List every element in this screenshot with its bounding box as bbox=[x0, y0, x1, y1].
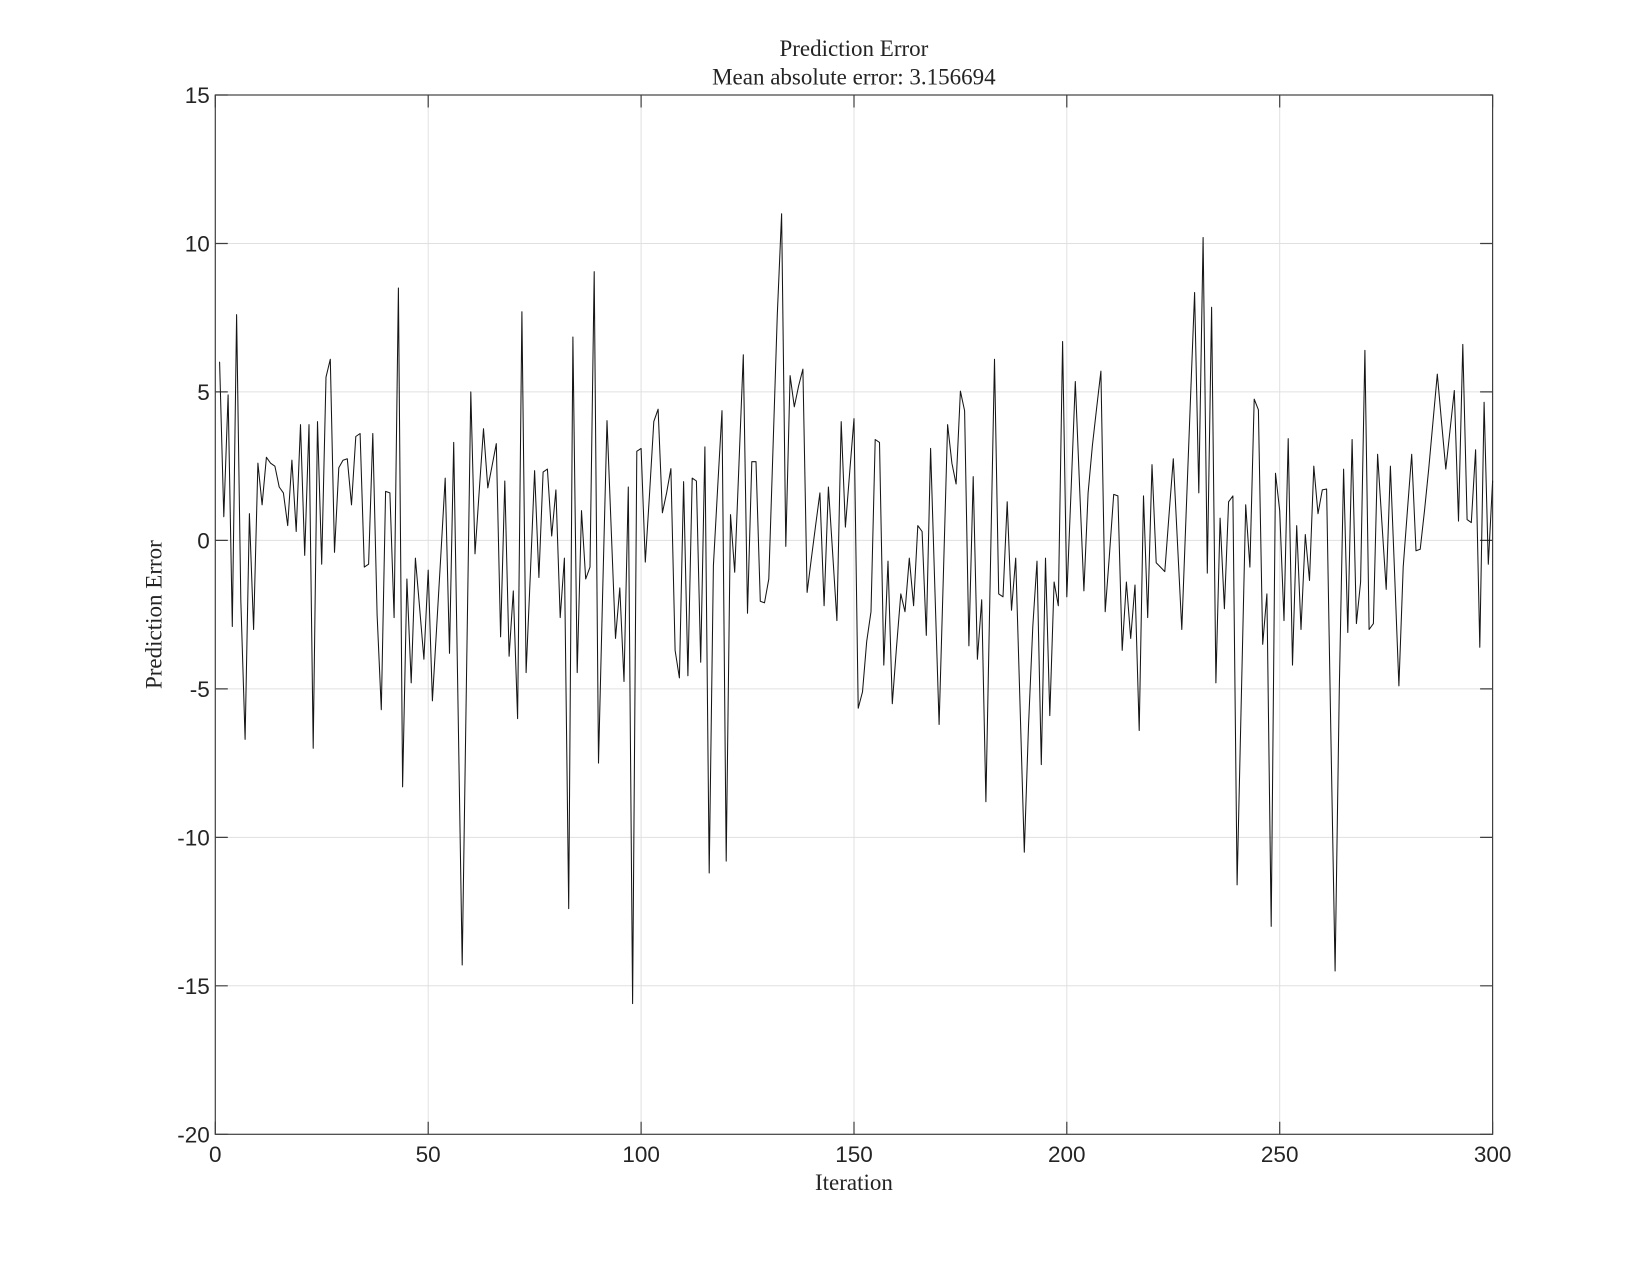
svg-text:Iteration: Iteration bbox=[815, 1170, 893, 1195]
svg-text:200: 200 bbox=[1048, 1142, 1086, 1167]
svg-text:Prediction Error: Prediction Error bbox=[779, 36, 928, 61]
svg-text:-20: -20 bbox=[177, 1122, 210, 1147]
svg-text:50: 50 bbox=[416, 1142, 441, 1167]
svg-text:-10: -10 bbox=[177, 825, 210, 850]
svg-text:15: 15 bbox=[185, 83, 210, 108]
svg-text:Prediction Error: Prediction Error bbox=[142, 540, 167, 689]
svg-text:150: 150 bbox=[835, 1142, 873, 1167]
svg-text:10: 10 bbox=[185, 232, 210, 257]
svg-text:-15: -15 bbox=[177, 974, 210, 999]
svg-text:5: 5 bbox=[197, 380, 210, 405]
svg-text:Mean absolute error: 3.156694: Mean absolute error: 3.156694 bbox=[712, 65, 996, 90]
svg-text:0: 0 bbox=[209, 1142, 222, 1167]
svg-text:250: 250 bbox=[1261, 1142, 1299, 1167]
svg-text:-5: -5 bbox=[190, 677, 210, 702]
svg-text:100: 100 bbox=[622, 1142, 660, 1167]
svg-text:0: 0 bbox=[197, 528, 210, 553]
svg-text:300: 300 bbox=[1474, 1142, 1512, 1167]
